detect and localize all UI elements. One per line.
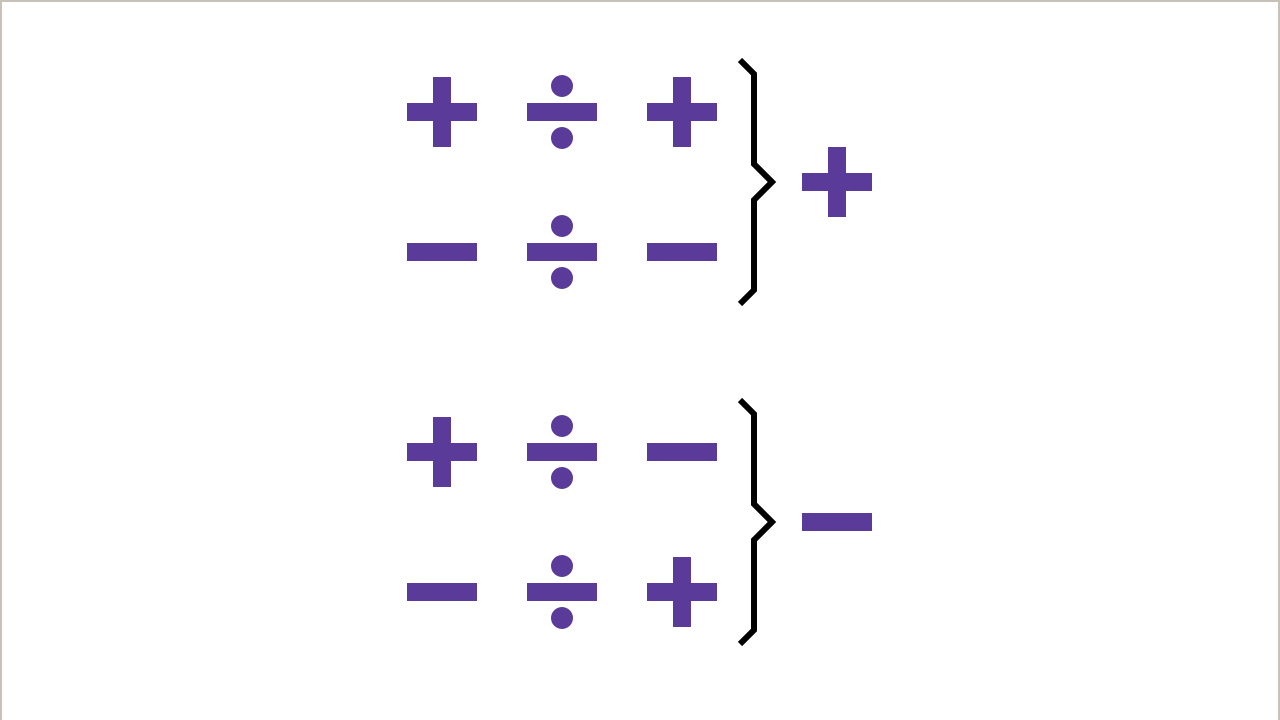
divide-icon: [527, 215, 597, 289]
diagram-canvas: [2, 2, 1278, 720]
minus-icon: [647, 243, 717, 261]
plus-icon: [407, 77, 477, 147]
minus-icon: [407, 243, 477, 261]
curly-brace-icon: [740, 60, 772, 304]
divide-icon: [527, 415, 597, 489]
minus-icon: [407, 583, 477, 601]
plus-icon: [647, 557, 717, 627]
plus-icon: [802, 147, 872, 217]
plus-icon: [647, 77, 717, 147]
rule-group-1: [407, 400, 872, 644]
plus-icon: [407, 417, 477, 487]
divide-icon: [527, 555, 597, 629]
minus-icon: [647, 443, 717, 461]
divide-icon: [527, 75, 597, 149]
minus-icon: [802, 513, 872, 531]
rule-group-0: [407, 60, 872, 304]
curly-brace-icon: [740, 400, 772, 644]
